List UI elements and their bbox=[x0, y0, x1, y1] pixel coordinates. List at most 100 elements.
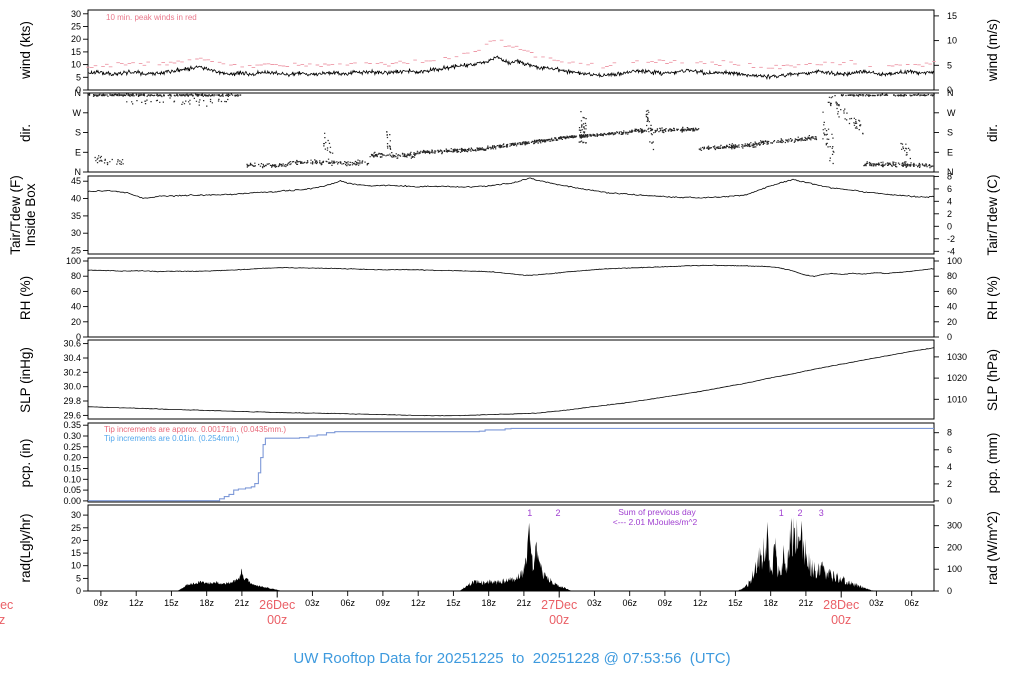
rad-left-tick-label: 10 bbox=[71, 561, 81, 571]
rad-spike-label: 2 bbox=[797, 508, 802, 518]
rad-left-tick-label: 0 bbox=[76, 586, 81, 596]
pcp-right-tick-label: 2 bbox=[947, 479, 952, 489]
tair-right-tick-label: 8 bbox=[947, 171, 952, 181]
rh-right-tick-label: 80 bbox=[947, 271, 957, 281]
x-tick-label: 15z bbox=[728, 598, 743, 608]
x-tick-label: 15z bbox=[446, 598, 461, 608]
pcp-step-line bbox=[88, 427, 934, 502]
x-date-label: 00z bbox=[549, 613, 569, 627]
slp-left-tick-label: 30.4 bbox=[63, 353, 81, 363]
x-tick-label: 12z bbox=[693, 598, 708, 608]
rad-spike-label: 2 bbox=[555, 508, 560, 518]
tair-right-tick-label: 0 bbox=[947, 221, 952, 231]
rad-right-tick-label: 200 bbox=[947, 543, 962, 553]
slp-right-tick-label: 1030 bbox=[947, 352, 967, 362]
rad-sum-note-line1: Sum of previous day bbox=[618, 507, 696, 517]
x-tick-label: 06z bbox=[340, 598, 355, 608]
wind-right-tick-label: 15 bbox=[947, 11, 957, 21]
wind-right-tick-label: 5 bbox=[947, 60, 952, 70]
pcp-left-tick-label: 0.20 bbox=[63, 453, 81, 463]
rh-right-tick-label: 0 bbox=[947, 332, 952, 342]
x-tick-label: 06z bbox=[622, 598, 637, 608]
x-tick-label: 18z bbox=[763, 598, 778, 608]
slp-left-tick-label: 29.8 bbox=[63, 396, 81, 406]
rh-left-tick-label: 60 bbox=[71, 286, 81, 296]
rad-left-tick-label: 30 bbox=[71, 510, 81, 520]
tair-left-tick-label: 40 bbox=[71, 194, 81, 204]
dir-left-tick-label: S bbox=[75, 128, 81, 138]
x-date-label: 00z bbox=[267, 613, 287, 627]
x-date-label: 00z bbox=[0, 613, 5, 627]
wind-speed-line bbox=[87, 55, 935, 80]
pcp-left-tick-label: 0.30 bbox=[63, 431, 81, 441]
x-tick-label: 21z bbox=[799, 598, 814, 608]
x-date-label: 26Dec bbox=[259, 598, 295, 612]
rad-spike-label: 1 bbox=[779, 508, 784, 518]
wind-left-tick-label: 10 bbox=[71, 60, 81, 70]
dir-left-tick-label: N bbox=[75, 88, 82, 98]
wind-left-tick-label: 0 bbox=[76, 85, 81, 95]
tair-right-tick-label: 2 bbox=[947, 209, 952, 219]
dir-right-tick-label: E bbox=[947, 147, 953, 157]
dir-right-tick-label: S bbox=[947, 128, 953, 138]
tair-right-tick-label: -2 bbox=[947, 234, 955, 244]
pcp-panel-box bbox=[87, 422, 935, 503]
rad-spike-label: 3 bbox=[819, 508, 824, 518]
rad-left-tick-label: 25 bbox=[71, 523, 81, 533]
tair-tdew-line bbox=[87, 177, 935, 199]
wind-left-tick-label: 30 bbox=[71, 9, 81, 19]
x-tick-label: 18z bbox=[199, 598, 214, 608]
solar-radiation-area bbox=[459, 522, 573, 591]
wind-left-tick-label: 25 bbox=[71, 22, 81, 32]
pcp-left-tick-label: 0.15 bbox=[63, 464, 81, 474]
x-tick-label: 03z bbox=[869, 598, 884, 608]
x-tick-label: 09z bbox=[658, 598, 673, 608]
x-date-label: 28Dec bbox=[823, 598, 859, 612]
dir-left-tick-label: N bbox=[75, 167, 82, 177]
wind-left-tick-label: 15 bbox=[71, 47, 81, 57]
pcp-left-tick-label: 0.05 bbox=[63, 485, 81, 495]
x-tick-label: 21z bbox=[517, 598, 532, 608]
rad-left-tick-label: 15 bbox=[71, 548, 81, 558]
x-tick-label: 03z bbox=[305, 598, 320, 608]
tair-right-tick-label: 4 bbox=[947, 196, 952, 206]
pcp-left-tick-label: 0.10 bbox=[63, 474, 81, 484]
rad-left-tick-label: 20 bbox=[71, 535, 81, 545]
peak-wind-note: 10 min. peak winds in red bbox=[106, 13, 197, 22]
dir-left-tick-label: E bbox=[75, 147, 81, 157]
pcp-left-tick-label: 0.35 bbox=[63, 420, 81, 430]
tair-right-tick-label: -4 bbox=[947, 246, 955, 256]
wind-panel-box bbox=[87, 9, 935, 91]
rad-right-tick-label: 0 bbox=[947, 586, 952, 596]
pcp-tip-note-blue: Tip increments are 0.01in. (0.254mm.) bbox=[104, 434, 240, 443]
rad-right-tick-label: 300 bbox=[947, 521, 962, 531]
x-tick-label: 18z bbox=[481, 598, 496, 608]
pcp-right-tick-label: 4 bbox=[947, 462, 952, 472]
x-date-label: 27Dec bbox=[541, 598, 577, 612]
wind-right-tick-label: 10 bbox=[947, 36, 957, 46]
peak-wind-dashes bbox=[86, 39, 936, 70]
wind-left-tick-label: 20 bbox=[71, 34, 81, 44]
rad-left-tick-label: 5 bbox=[76, 573, 81, 583]
rh-right-tick-label: 40 bbox=[947, 302, 957, 312]
rh-line bbox=[87, 264, 935, 278]
rh-left-tick-label: 80 bbox=[71, 271, 81, 281]
rh-left-tick-label: 40 bbox=[71, 302, 81, 312]
x-tick-label: 15z bbox=[164, 598, 179, 608]
tair-left-tick-label: 30 bbox=[71, 228, 81, 238]
slp-panel-box bbox=[87, 339, 935, 420]
solar-radiation-area bbox=[177, 568, 282, 591]
dir-right-tick-label: W bbox=[947, 108, 956, 118]
wind-right-tick-label: 0 bbox=[947, 85, 952, 95]
slp-left-tick-label: 30.0 bbox=[63, 382, 81, 392]
pcp-right-tick-label: 6 bbox=[947, 445, 952, 455]
rad-right-tick-label: 100 bbox=[947, 564, 962, 574]
rh-right-tick-label: 100 bbox=[947, 256, 962, 266]
x-date-label: 00z bbox=[831, 613, 851, 627]
pcp-left-tick-label: 0.00 bbox=[63, 496, 81, 506]
dir-right-tick-label: N bbox=[947, 88, 954, 98]
x-date-label: 25Dec bbox=[0, 598, 13, 612]
pcp-tip-note-red: Tip increments are approx. 0.00171in. (0… bbox=[104, 425, 287, 434]
